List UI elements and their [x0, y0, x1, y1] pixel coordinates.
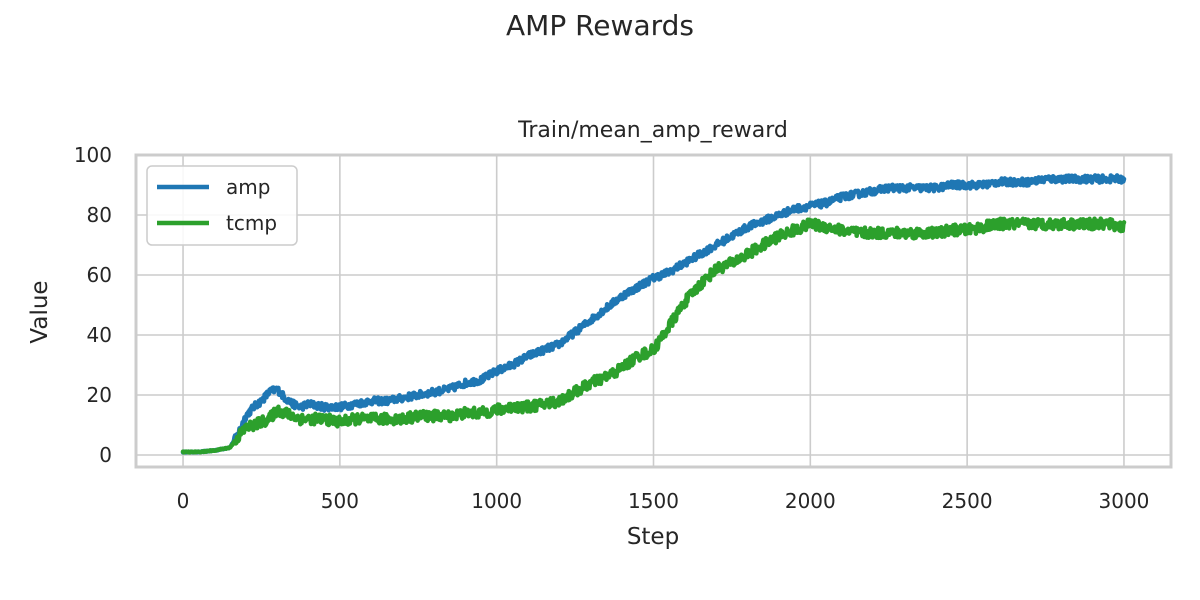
x-tick-label: 0 — [177, 489, 190, 513]
x-axis-ticks: 0 500 1000 1500 2000 2500 3000 — [177, 489, 1150, 513]
y-tick-label: 60 — [87, 263, 112, 287]
y-tick-label: 0 — [99, 443, 112, 467]
legend: amp tcmp — [146, 165, 298, 246]
chart-suptitle: AMP Rewards — [506, 9, 694, 42]
y-tick-label: 80 — [87, 203, 112, 227]
x-tick-label: 2500 — [942, 489, 993, 513]
legend-label-amp: amp — [226, 175, 270, 199]
series-line-tcmp — [180, 216, 1127, 455]
y-tick-label: 20 — [87, 383, 112, 407]
x-tick-label: 1500 — [628, 489, 679, 513]
x-tick-label: 500 — [321, 489, 359, 513]
y-tick-label: 40 — [87, 323, 112, 347]
legend-label-tcmp: tcmp — [226, 211, 277, 235]
series-line-amp — [180, 173, 1127, 455]
x-tick-label: 1000 — [471, 489, 522, 513]
y-axis-label: Value — [27, 280, 53, 343]
x-tick-label: 3000 — [1099, 489, 1150, 513]
series-group — [180, 173, 1127, 455]
x-tick-label: 2000 — [785, 489, 836, 513]
y-axis-ticks: 0 20 40 60 80 100 — [74, 143, 112, 467]
x-axis-label: Step — [627, 524, 679, 550]
plot-frame — [134, 153, 1173, 469]
chart-title: Train/mean_amp_reward — [517, 118, 788, 143]
y-tick-label: 100 — [74, 143, 112, 167]
